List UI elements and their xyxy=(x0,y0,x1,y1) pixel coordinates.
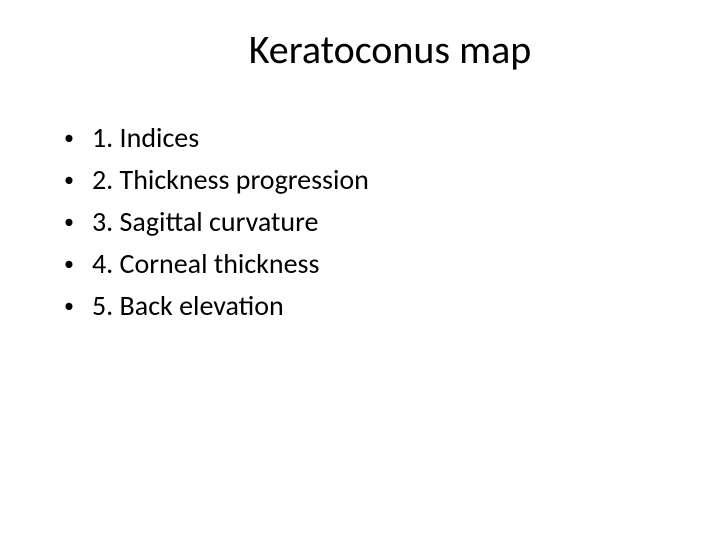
slide-container: Keratoconus map • 1. Indices • 2. Thickn… xyxy=(0,0,720,540)
slide-title: Keratoconus map xyxy=(110,25,670,74)
bullet-icon: • xyxy=(64,245,74,283)
list-item: • 3. Sagittal curvature xyxy=(64,203,670,241)
bullet-icon: • xyxy=(64,161,74,199)
list-item: • 5. Back elevation xyxy=(64,287,670,325)
list-item: • 2. Thickness progression xyxy=(64,161,670,199)
list-item-text: 3. Sagittal curvature xyxy=(92,203,318,241)
list-item-text: 1. Indices xyxy=(92,119,199,157)
list-item-text: 4. Corneal thickness xyxy=(92,245,320,283)
bullet-icon: • xyxy=(64,119,74,157)
list-item: • 4. Corneal thickness xyxy=(64,245,670,283)
bullet-icon: • xyxy=(64,203,74,241)
list-item: • 1. Indices xyxy=(64,119,670,157)
list-item-text: 5. Back elevation xyxy=(92,287,284,325)
bullet-icon: • xyxy=(64,287,74,325)
list-item-text: 2. Thickness progression xyxy=(92,161,369,199)
bullet-list: • 1. Indices • 2. Thickness progression … xyxy=(50,119,670,325)
